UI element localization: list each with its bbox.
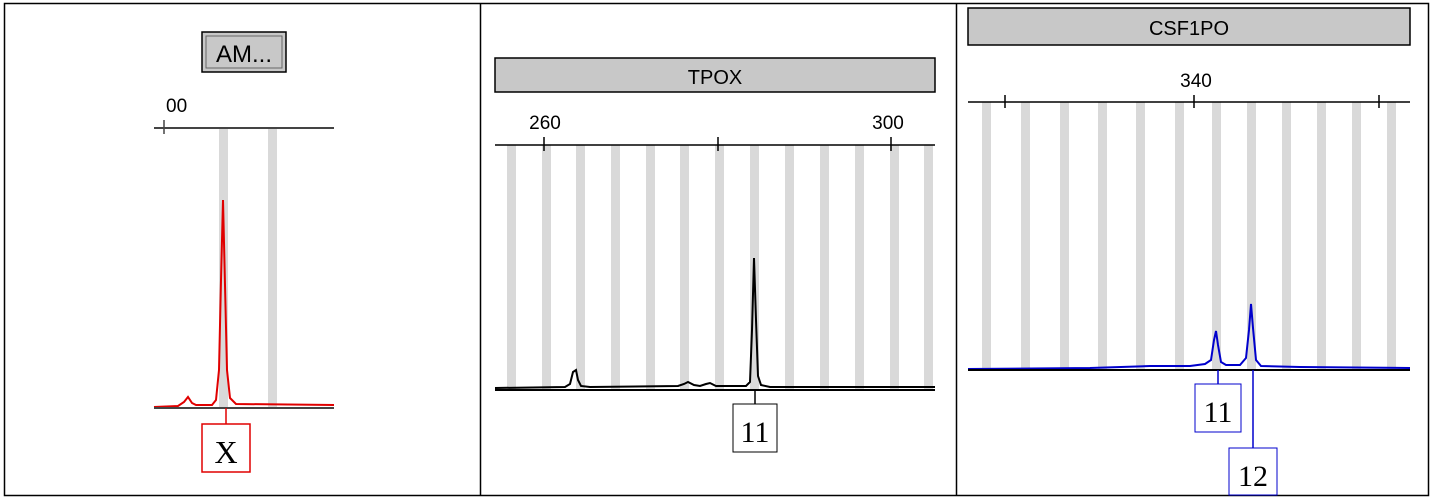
marker-label: AM... (216, 41, 272, 68)
marker-label-box (494, 57, 936, 93)
x-tick-label: 260 (529, 113, 561, 134)
bin-stripe (219, 128, 228, 408)
bin-stripe (1021, 102, 1030, 370)
bin-stripe (268, 128, 277, 408)
marker-label-box (967, 7, 1411, 46)
x-tick-label: 340 (1180, 71, 1212, 92)
allele-call-box (201, 423, 251, 473)
bin-stripes (219, 128, 277, 408)
bin-stripe (820, 145, 829, 389)
allele-call-box (1228, 447, 1278, 496)
bin-stripe (1175, 102, 1184, 370)
bin-stripe (1098, 102, 1107, 370)
bin-stripe (680, 145, 689, 389)
bin-stripe (1247, 102, 1256, 370)
bin-stripe (855, 145, 864, 389)
bin-stripe (785, 145, 794, 389)
bin-stripe (982, 102, 991, 370)
marker-label: TPOX (688, 67, 742, 89)
panel-amel: AM... 00 X (153, 31, 335, 473)
bin-stripe (890, 145, 899, 389)
bin-stripe (1136, 102, 1145, 370)
bin-stripe (646, 145, 655, 389)
x-tick-label: 00 (166, 96, 187, 117)
trace-line (967, 303, 1411, 370)
panel-tpox: TPOX 260 300 11 (494, 57, 936, 453)
bin-stripes (982, 102, 1396, 370)
marker-label: CSF1PO (1149, 18, 1229, 40)
allele-call-label: 12 (1238, 460, 1268, 493)
bin-stripe (1352, 102, 1361, 370)
table-frame (3, 2, 1430, 497)
bin-stripe (1282, 102, 1291, 370)
bin-stripe (611, 145, 620, 389)
bin-stripe (542, 145, 551, 389)
trace-line (153, 199, 335, 408)
allele-call-box (732, 403, 778, 453)
allele-call-box (1194, 383, 1242, 433)
bin-stripes (507, 145, 933, 389)
bin-stripe (924, 145, 933, 389)
bin-stripe (1212, 102, 1221, 370)
allele-call-label: 11 (741, 416, 770, 449)
bin-stripe (1317, 102, 1326, 370)
allele-call-label: X (214, 434, 237, 470)
allele-call-label: 11 (1204, 396, 1233, 429)
bin-stripe (507, 145, 516, 389)
trace-line (494, 257, 935, 389)
bin-stripe (576, 145, 585, 389)
table-border (3, 2, 1430, 497)
marker-label-box (201, 31, 287, 73)
bin-stripe (1387, 102, 1396, 370)
panel-csf1po: CSF1PO 340 11 12 (967, 7, 1411, 496)
bin-stripe (1060, 102, 1069, 370)
x-tick-label: 300 (872, 113, 904, 134)
bin-stripe (715, 145, 724, 389)
marker-label-inner (205, 35, 283, 69)
